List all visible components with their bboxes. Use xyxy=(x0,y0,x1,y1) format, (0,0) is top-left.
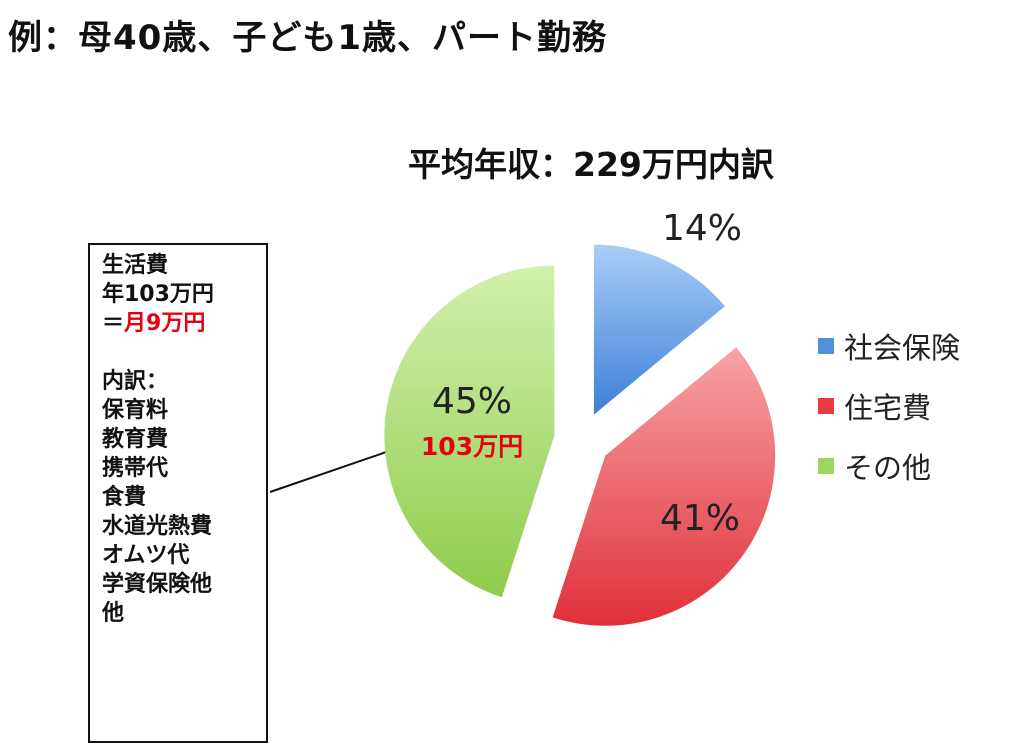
note-item: 他 xyxy=(102,601,125,626)
legend-label-social-insurance: 社会保険 xyxy=(844,331,960,365)
pie-slice-housing xyxy=(552,347,776,626)
legend-swatch-housing xyxy=(818,398,834,414)
note-equals: ＝ xyxy=(102,311,125,336)
note-item: 水道光熱費 xyxy=(102,514,213,539)
callout-line xyxy=(269,447,399,493)
note-monthly-value: 月9万円 xyxy=(124,311,206,336)
note-breakdown-title: 内訳： xyxy=(102,369,169,394)
pie-label-housing: 41% xyxy=(660,498,740,539)
legend-swatch-other xyxy=(818,458,834,474)
note-line-annual: 年103万円 xyxy=(102,282,214,307)
legend-label-housing: 住宅費 xyxy=(844,391,931,425)
pie-slice-other xyxy=(384,265,555,598)
legend-label-other: その他 xyxy=(844,451,931,485)
pie-slice-social-insurance xyxy=(593,244,725,415)
chart-title: 平均年収：229万円内訳 xyxy=(408,145,774,184)
legend-swatch-social-insurance xyxy=(818,338,834,354)
pie-slices xyxy=(384,244,776,626)
note-item: 携帯代 xyxy=(102,456,169,481)
note-line-monthly: ＝月9万円 xyxy=(102,309,266,338)
pie-labels: 14% 41% 45% 103万円 xyxy=(421,208,742,539)
pie-label-other: 45% xyxy=(432,381,512,422)
note-item: オムツ代 xyxy=(102,543,190,568)
pie-label-social-insurance: 14% xyxy=(662,208,742,249)
note-line-living-cost: 生活費 xyxy=(102,253,169,278)
note-item: 教育費 xyxy=(102,427,169,452)
note-item: 保育料 xyxy=(102,398,169,423)
note-item: 食費 xyxy=(102,485,147,510)
pie-amount-label-other: 103万円 xyxy=(421,432,523,461)
slide-title: 例：母40歳、子ども1歳、パート勤務 xyxy=(8,18,607,58)
note-box: 生活費 年103万円 ＝月9万円 内訳： 保育料 教育費 携帯代 食費 水道光熱… xyxy=(88,243,268,743)
note-item: 学資保険他 xyxy=(102,572,213,597)
